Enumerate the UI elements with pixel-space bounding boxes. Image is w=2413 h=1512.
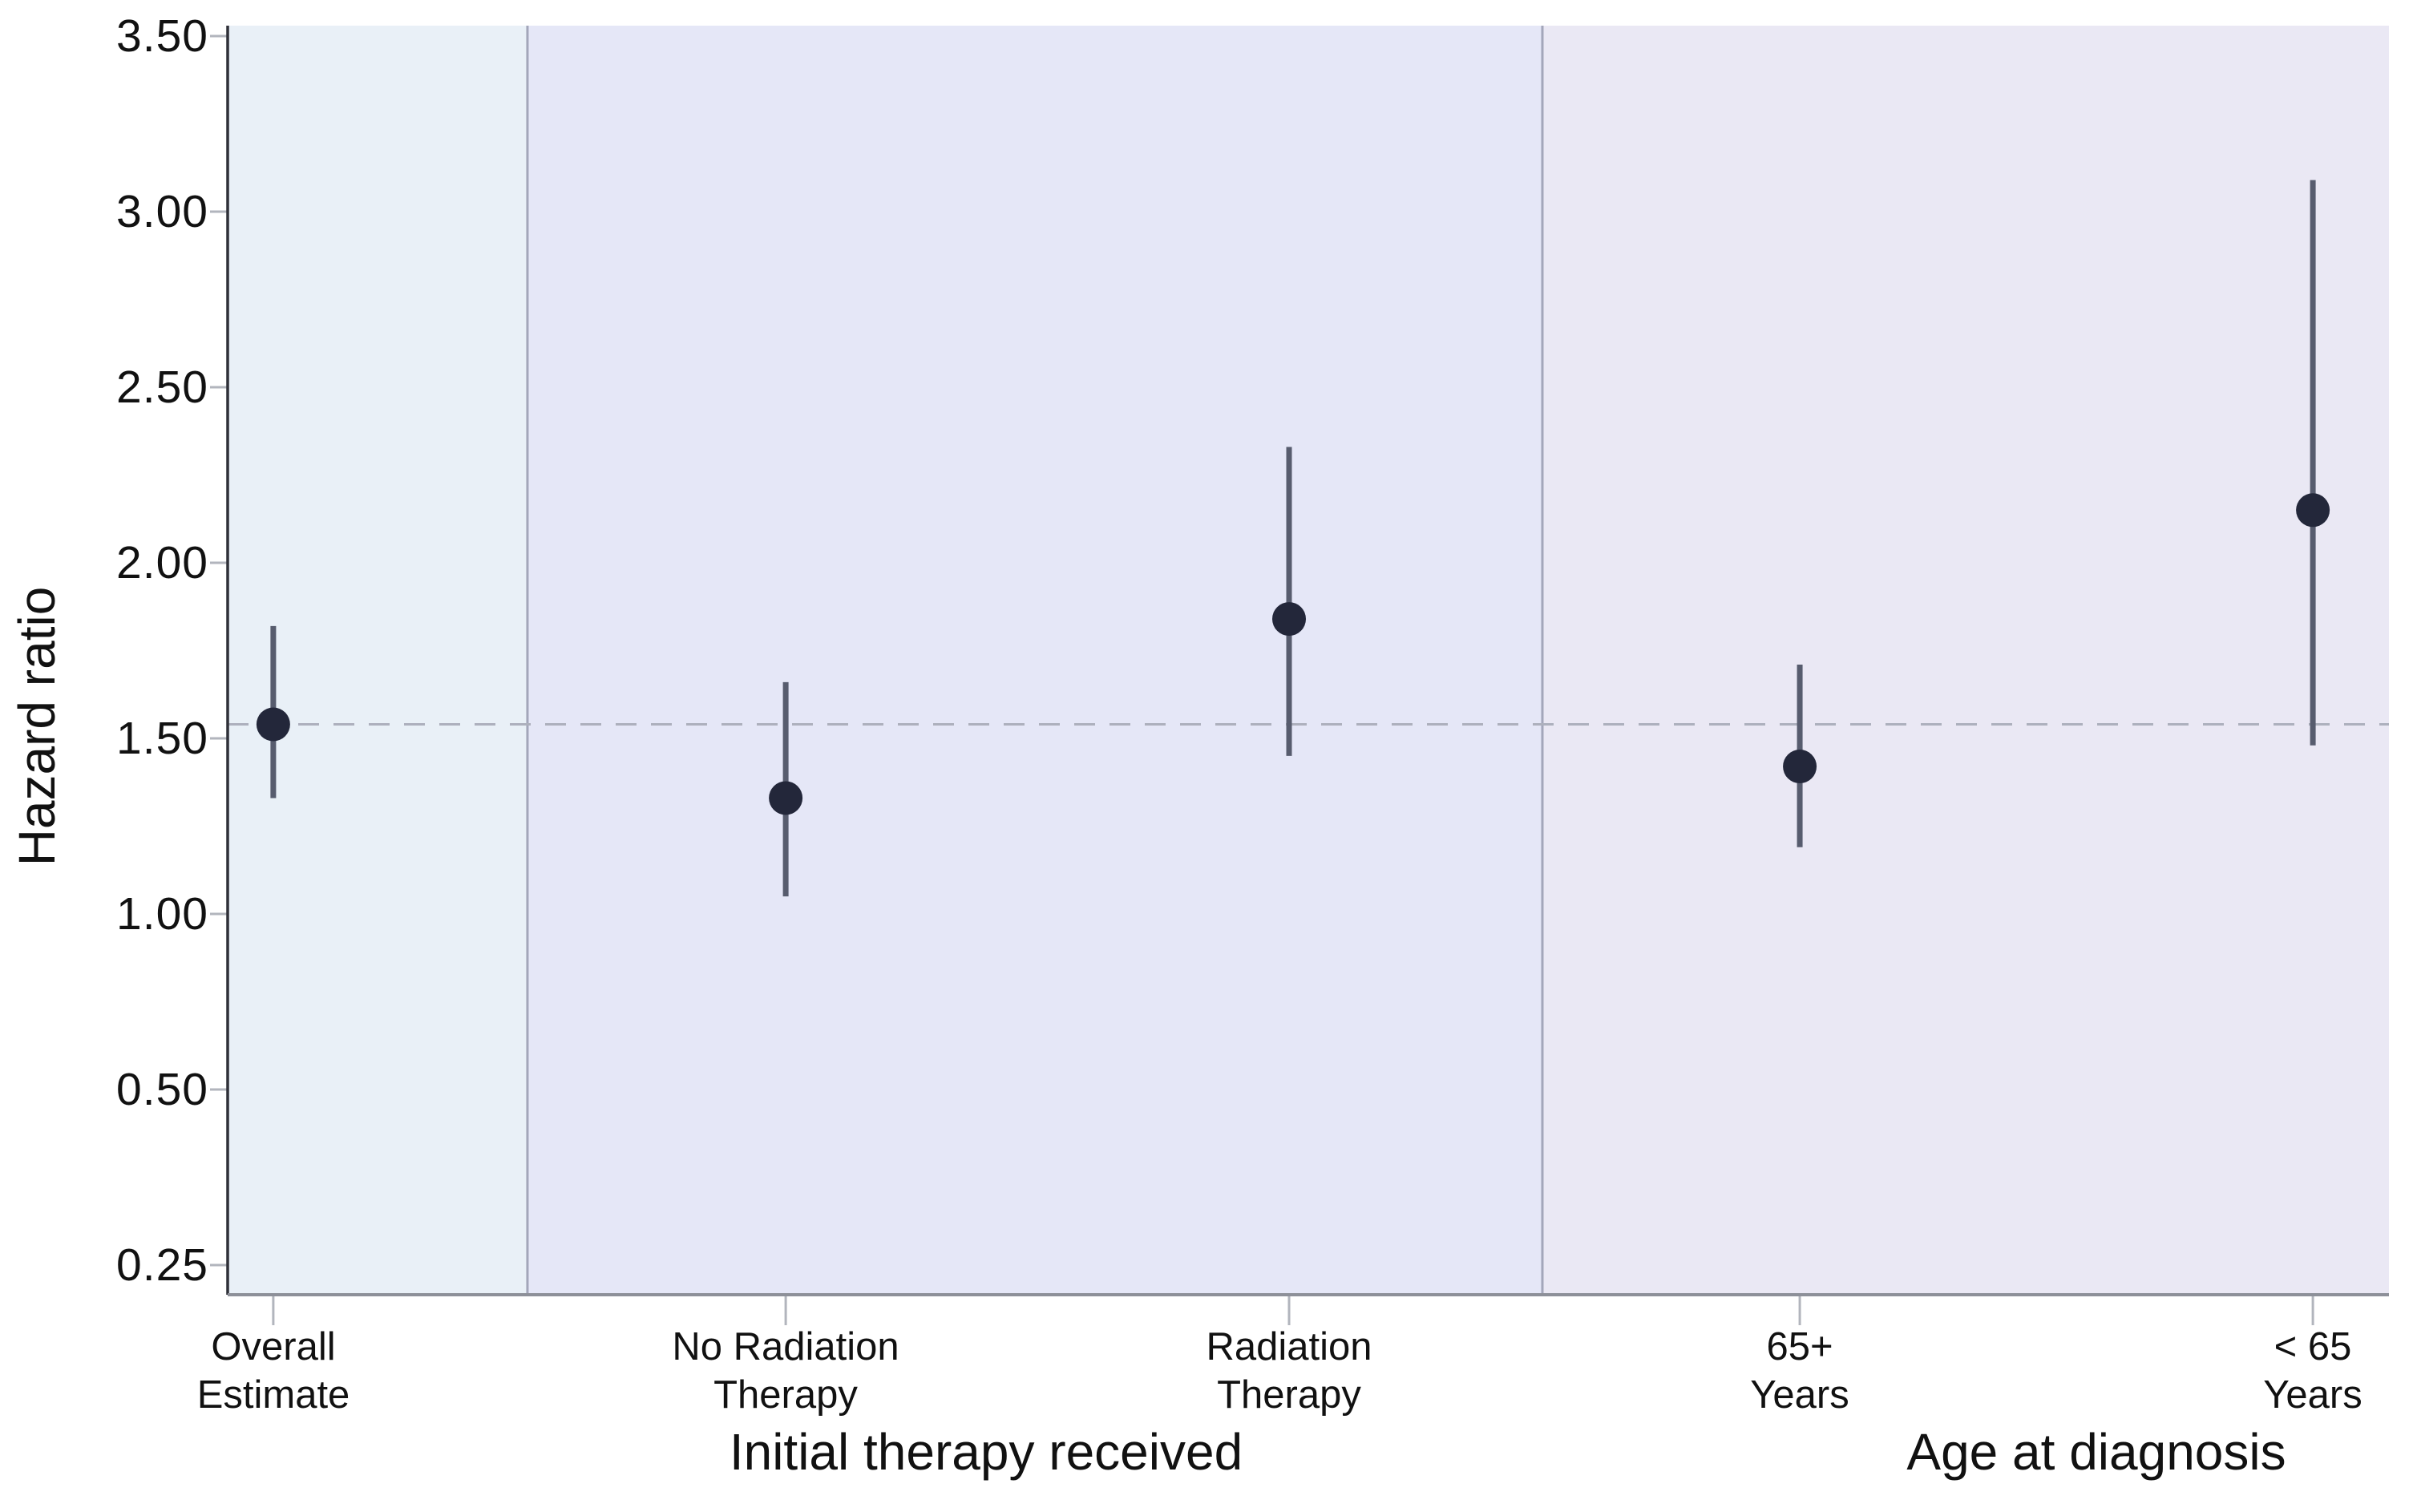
subgroup-band-2 (1542, 26, 2389, 1295)
category-label-line: Therapy (1217, 1373, 1361, 1417)
subgroup-band-0 (228, 26, 527, 1295)
category-label-under-65-years: < 65 Years (2136, 1323, 2413, 1419)
category-label-overall-estimate: Overall Estimate (97, 1323, 450, 1419)
category-label-radiation-therapy: Radiation Therapy (1113, 1323, 1465, 1419)
y-tick-label-0-50: 0.50 (116, 1064, 208, 1115)
y-tick-label-1-50: 1.50 (116, 713, 208, 764)
subgroup-band-1 (527, 26, 1542, 1295)
category-label-65-plus-years: 65+ Years (1623, 1323, 1976, 1419)
category-label-line: Years (1750, 1373, 1849, 1417)
estimate-point-0 (256, 707, 290, 742)
category-label-no-radiation-therapy: No Radiation Therapy (609, 1323, 962, 1419)
estimate-point-2 (1272, 602, 1307, 637)
estimate-point-4 (2296, 493, 2330, 528)
category-label-line: Therapy (713, 1373, 858, 1417)
category-label-line: No Radiation (672, 1325, 899, 1368)
category-label-line: 65+ (1766, 1325, 1833, 1368)
estimate-point-1 (769, 781, 803, 815)
category-label-line: < 65 (2274, 1325, 2352, 1368)
category-label-line: Overall (211, 1325, 336, 1368)
category-label-line: Years (2263, 1373, 2362, 1417)
y-tick-label-1-00: 1.00 (116, 888, 208, 940)
estimate-point-3 (1783, 750, 1817, 784)
group-axis-title-age-at-diagnosis: Age at diagnosis (1906, 1423, 2286, 1481)
category-label-line: Estimate (196, 1373, 350, 1417)
y-tick-label-2-50: 2.50 (116, 362, 208, 413)
group-axis-title-initial-therapy: Initial therapy received (729, 1423, 1243, 1481)
y-tick-label-3-00: 3.00 (116, 186, 208, 237)
y-tick-label-2-00: 2.00 (116, 537, 208, 588)
y-tick-label-3-50: 3.50 (116, 10, 208, 62)
category-label-line: Radiation (1206, 1325, 1372, 1368)
y-tick-label-0-25: 0.25 (116, 1239, 208, 1291)
